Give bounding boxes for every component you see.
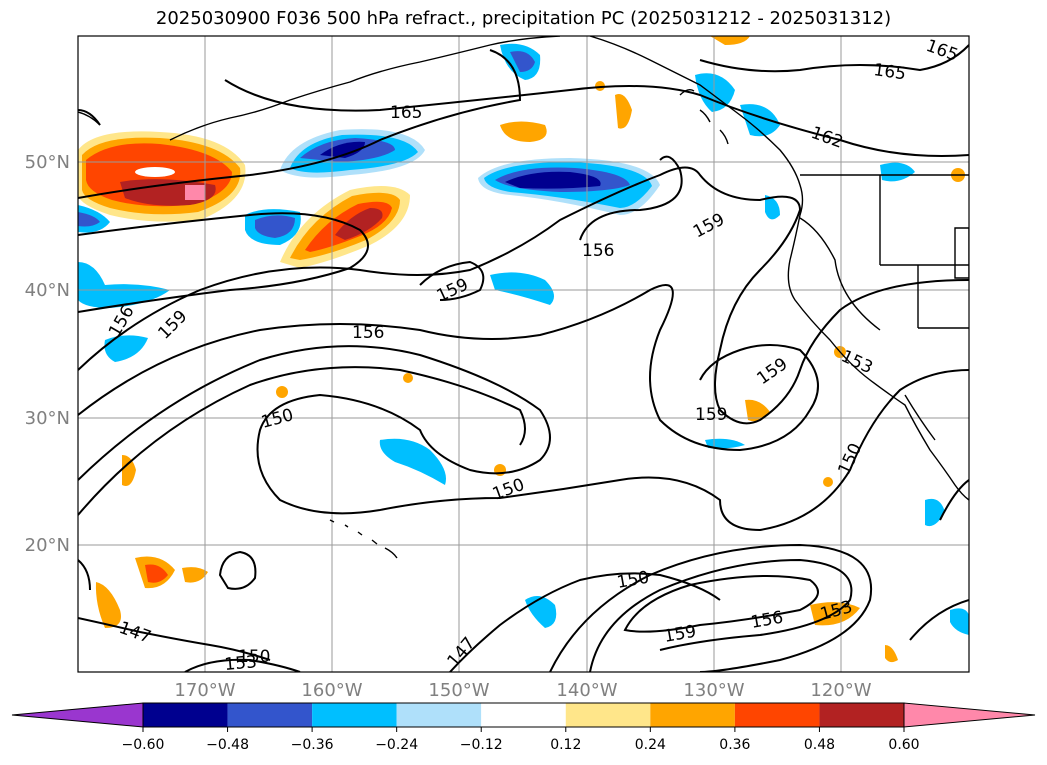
colorbar: −0.60 −0.48 −0.36 −0.24 −0.12 0.12 0.24 0.36 0.4… — [11, 702, 1036, 753]
colorbar-segment — [396, 703, 482, 727]
contour-label: 156 — [352, 323, 384, 343]
lon-label: 150°W — [428, 680, 489, 701]
contour-label: 150 — [238, 647, 270, 667]
precip-area — [490, 272, 554, 305]
colorbar-tick-label: −0.24 — [375, 737, 418, 753]
precip-area — [745, 399, 770, 422]
contour-label: 159 — [695, 405, 727, 425]
contour-line — [78, 49, 522, 199]
colorbar-extend-min — [11, 702, 144, 728]
contour-line — [78, 284, 819, 452]
precip-area — [78, 212, 100, 227]
contour-line — [218, 550, 257, 590]
colorbar-tick-label: 0.36 — [719, 737, 750, 753]
precip-area — [510, 51, 535, 72]
colorbar-tick-label: 0.60 — [888, 737, 919, 753]
precip-area — [615, 94, 632, 129]
precip-area — [122, 455, 136, 486]
precip-area — [104, 335, 148, 362]
contour-line — [939, 479, 969, 521]
precip-area — [379, 438, 446, 485]
contour-line — [699, 44, 969, 73]
contour-line — [623, 575, 819, 633]
contour-line — [449, 572, 721, 672]
precip-area — [335, 208, 383, 240]
lon-label: 130°W — [683, 680, 744, 701]
precip-area — [695, 73, 735, 112]
contour-label: 165 — [872, 60, 907, 84]
colorbar-tick-label: −0.12 — [460, 737, 503, 753]
contour-line — [579, 155, 683, 241]
colorbar-segment — [734, 703, 820, 727]
lon-label: 170°W — [174, 680, 235, 701]
contour-line — [78, 559, 91, 591]
contour-line — [419, 260, 485, 301]
colorbar-segment — [565, 703, 651, 727]
precip-area — [320, 141, 365, 158]
colorbar-extend-max — [903, 702, 1036, 728]
contour-line — [549, 543, 873, 672]
contour-label: 153 — [224, 652, 258, 675]
lat-label: 30°N — [25, 408, 70, 429]
colorbar-tick-label: −0.48 — [206, 737, 249, 753]
precip-area — [500, 121, 547, 142]
contour-line — [78, 166, 969, 425]
contour-line — [78, 617, 271, 661]
precip-area — [765, 195, 780, 220]
latitude-labels: 50°N 40°N 30°N 20°N — [25, 152, 70, 556]
contour-line — [184, 658, 301, 672]
precip-area — [78, 262, 170, 308]
contour-line — [78, 345, 969, 532]
precip-area — [185, 185, 205, 200]
precip-area — [595, 81, 605, 91]
lat-label: 20°N — [25, 535, 70, 556]
contour-line — [909, 599, 969, 641]
lon-label: 120°W — [810, 680, 871, 701]
precip-area — [403, 373, 413, 383]
colorbar-segment — [481, 703, 566, 727]
precip-area — [705, 438, 745, 449]
precip-area — [135, 167, 175, 177]
colorbar-frame — [142, 702, 905, 728]
precip-area — [505, 171, 601, 189]
map-area: 165 165 165 162 159 159 159 159 159 156 … — [78, 36, 969, 675]
contour-line — [589, 558, 853, 672]
colorbar-segment — [227, 703, 313, 727]
refractivity-contours — [78, 44, 969, 672]
precip-area — [276, 386, 288, 398]
colorbar-tick-label: 0.24 — [635, 737, 666, 753]
colorbar-tick-label: −0.60 — [122, 737, 165, 753]
lon-label: 160°W — [301, 680, 362, 701]
colorbar-tick-label: −0.36 — [291, 737, 334, 753]
colorbar-segment — [650, 703, 735, 727]
colorbar-segment — [819, 703, 904, 727]
lat-label: 40°N — [25, 280, 70, 301]
colorbar-segment — [312, 703, 397, 727]
precip-area — [885, 645, 898, 663]
contour-line — [78, 212, 369, 313]
precip-area — [823, 477, 833, 487]
precip-area — [182, 567, 208, 583]
longitude-labels: 170°W 160°W 150°W 140°W 130°W 120°W — [174, 680, 871, 701]
colorbar-segment — [143, 703, 228, 727]
precip-area — [95, 582, 121, 628]
map-title: 2025030900 F036 500 hPa refract., precip… — [155, 8, 892, 29]
precip-area — [710, 36, 750, 45]
lon-label: 140°W — [556, 680, 617, 701]
colorbar-tick-label: 0.12 — [550, 737, 581, 753]
precip-area — [950, 608, 969, 635]
contour-label: 165 — [390, 103, 422, 123]
colorbar-tick-label: 0.48 — [804, 737, 835, 753]
map-frame — [77, 35, 970, 673]
contour-line — [224, 79, 969, 157]
precip-area — [740, 104, 780, 137]
precip-area — [880, 162, 915, 182]
contour-line — [78, 366, 526, 516]
contour-line — [78, 109, 101, 126]
precip-area — [145, 564, 168, 583]
contour-label: 156 — [582, 241, 614, 261]
precip-area — [255, 215, 295, 238]
lat-label: 50°N — [25, 152, 70, 173]
